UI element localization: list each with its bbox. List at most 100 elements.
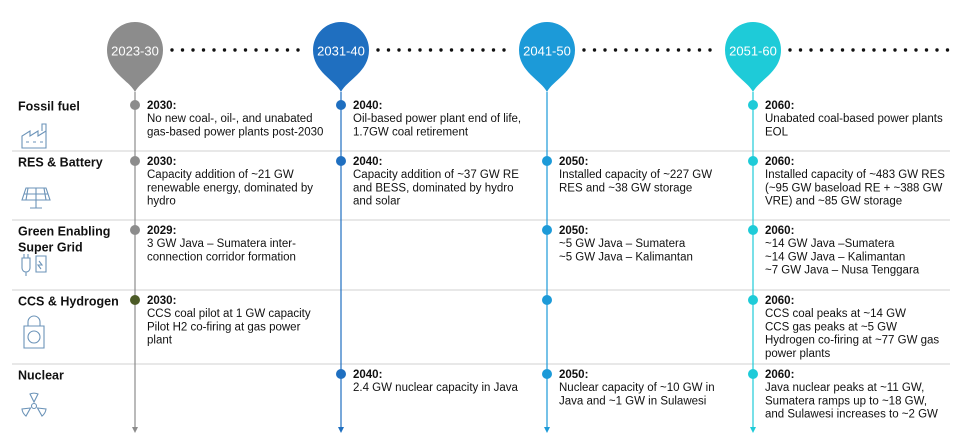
milestone-text: Installed capacity of ~227 GW [559,169,712,181]
milestone-year: 2060: [765,225,794,237]
period-label: 2023-30 [111,43,159,58]
connector-dot [676,48,681,52]
connector-dot [592,48,597,52]
connector-dot [798,48,803,52]
connector-dot [687,48,691,52]
period-pin [519,22,575,92]
milestone-text: and solar [353,196,400,208]
connector-dot [613,48,618,52]
milestone-year: 2040: [353,369,382,381]
milestone-text: power plants [765,348,830,360]
milestone-dot [748,156,758,166]
milestone-dot [130,225,140,235]
milestone-text: hydro [147,196,176,208]
milestone-text: ~14 GW Java –Sumatera [765,238,895,250]
connector-dot [275,48,279,52]
milestone-dot [748,295,758,305]
connector-dot [449,48,454,52]
milestone-dot [542,295,552,305]
milestone-year: 2050: [559,225,588,237]
connector-dot [903,48,908,52]
connector-dot [201,48,206,52]
milestone-dot [336,156,346,166]
period-label: 2051-60 [729,43,777,58]
milestone-year: 2060: [765,100,794,112]
milestone-text: Oil-based power plant end of life, [353,113,521,125]
connector-dot [655,48,660,52]
milestone-dot [336,369,346,379]
connector-dot [634,48,639,52]
connector-dot [893,48,897,52]
connector-dot [191,48,195,52]
connector-dot [945,48,950,52]
connector-dot [180,48,185,52]
milestone-year: 2050: [559,156,588,168]
period-pin [725,22,781,92]
connector-dot [840,48,845,52]
milestone-text: No new coal-, oil-, and unabated [147,113,313,125]
milestone-text: Unabated coal-based power plants [765,113,943,125]
milestone-year: 2040: [353,156,382,168]
milestone-dot [748,100,758,110]
milestone-text: (~95 GW baseload RE + ~388 GW [765,182,943,194]
milestone-text: connection corridor formation [147,251,296,263]
connector-dot [819,48,824,52]
milestone-year: 2050: [559,369,588,381]
period-pin [107,22,163,92]
connector-dot [582,48,586,52]
milestone-dot [336,100,346,110]
milestone-year: 2060: [765,156,794,168]
milestone-year: 2030: [147,156,176,168]
milestone-text: Installed capacity of ~483 GW RES [765,169,945,181]
connector-dot [502,48,506,52]
connector-dot [418,48,422,52]
connector-dot [830,48,834,52]
row-label: Green Enabling [18,224,110,238]
milestone-year: 2060: [765,369,794,381]
connector-dot [243,48,248,52]
connector-dot [428,48,433,52]
milestone-text: EOL [765,126,789,138]
connector-dot [407,48,412,52]
connector-dot [296,48,300,52]
row-label: Fossil fuel [18,99,80,113]
milestone-text: Nuclear capacity of ~10 GW in [559,382,715,394]
timeline-arrow [750,427,756,433]
connector-dot [481,48,485,52]
connector-dot [788,48,792,52]
connector-dot [397,48,401,52]
milestone-year: 2030: [147,100,176,112]
milestone-dot [130,100,140,110]
milestone-text: 2.4 GW nuclear capacity in Java [353,382,519,394]
connector-dot [851,48,855,52]
period-pin [313,22,369,92]
milestone-text: CCS coal peaks at ~14 GW [765,308,906,320]
row-label: CCS & Hydrogen [18,294,119,308]
milestone-text: RES and ~38 GW storage [559,182,692,194]
connector-dot [624,48,628,52]
milestone-text: Sumatera ramps up to ~18 GW, [765,395,927,407]
milestone-dot [542,369,552,379]
connector-dot [212,48,216,52]
connector-dot [603,48,607,52]
milestone-text: CCS coal pilot at 1 GW capacity [147,308,311,320]
row-label: RES & Battery [18,155,103,169]
connector-dot [924,48,929,52]
milestone-text: gas-based power plants post-2030 [147,126,323,138]
milestone-text: ~5 GW Java – Kalimantan [559,251,693,263]
milestone-dot [130,156,140,166]
connector-dot [376,48,380,52]
factory-icon [21,123,47,149]
period-label: 2031-40 [317,43,365,58]
connector-dot [233,48,237,52]
row-label: Super Grid [18,240,83,254]
connector-dot [708,48,712,52]
co2-icon [23,315,45,349]
milestone-text: and Sulawesi increases to ~2 GW [765,409,938,421]
connector-dot [170,48,174,52]
connector-dot [697,48,702,52]
milestone-year: 2060: [765,295,794,307]
milestone-text: and BESS, dominated by hydro [353,182,513,194]
connector-dot [470,48,475,52]
milestone-year: 2029: [147,225,176,237]
